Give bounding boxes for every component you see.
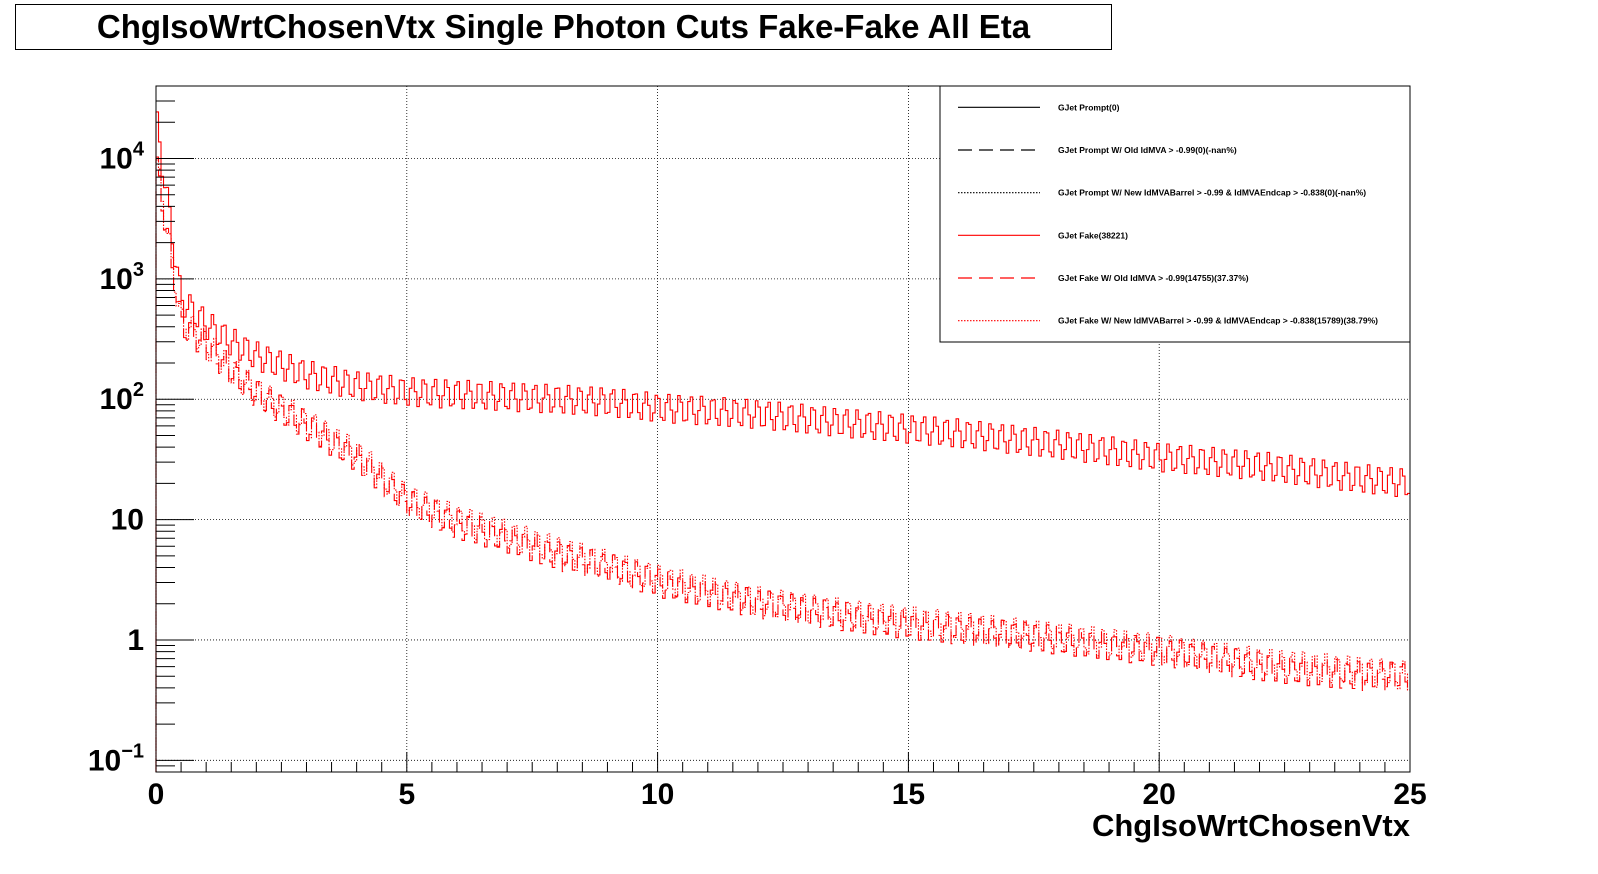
y-tick-base: 10: [111, 504, 144, 537]
y-tick-base: 10: [100, 142, 133, 175]
x-tick-label: 5: [398, 778, 415, 811]
y-tick-label: 10−1: [88, 740, 144, 777]
x-tick-label: 15: [892, 778, 925, 811]
legend-entry-1: GJet Prompt(0): [1058, 102, 1120, 112]
x-tick-label: 20: [1143, 778, 1176, 811]
chart-title-box: ChgIsoWrtChosenVtx Single Photon Cuts Fa…: [15, 4, 1112, 50]
series-layer: [155, 111, 1410, 772]
y-tick-exponent: 3: [133, 259, 144, 281]
legend-box: [939, 85, 1411, 343]
x-tick-label: 25: [1393, 778, 1426, 811]
x-axis-title: ChgIsoWrtChosenVtx: [1092, 808, 1411, 843]
y-tick-exponent: 2: [133, 379, 144, 401]
y-tick-exponent: −1: [121, 740, 144, 762]
x-tick-label: 10: [641, 778, 674, 811]
series-line-5: [155, 156, 1410, 772]
y-tick-base: 10: [100, 383, 133, 416]
y-tick-label: 103: [100, 259, 145, 296]
y-tick-label: 102: [100, 379, 145, 416]
legend-entry-6: GJet Fake W/ New IdMVABarrel > -0.99 & I…: [1058, 316, 1378, 326]
legend-entry-4: GJet Fake(38221): [1058, 230, 1128, 240]
y-tick-label: 104: [100, 138, 145, 175]
legend-entry-5: GJet Fake W/ Old IdMVA > -0.99(14755)(37…: [1058, 273, 1249, 283]
chart-title: ChgIsoWrtChosenVtx Single Photon Cuts Fa…: [96, 8, 1031, 45]
y-tick-exponent: 4: [133, 138, 145, 160]
legend: GJet Prompt(0) GJet Prompt W/ Old IdMVA >…: [939, 85, 1411, 343]
x-tick-label: 0: [148, 778, 165, 811]
legend-entry-2: GJet Prompt W/ Old IdMVA > -0.99(0)(-nan…: [1058, 145, 1237, 155]
series-line-6: [155, 159, 1410, 772]
y-tick-label: 10: [111, 504, 144, 537]
y-tick-base: 10: [88, 744, 121, 777]
y-tick-base: 10: [100, 263, 133, 296]
series-line-4: [155, 111, 1410, 772]
legend-entry-3: GJet Prompt W/ New IdMVABarrel > -0.99 &…: [1058, 188, 1366, 198]
y-tick-label: 1: [127, 624, 144, 657]
y-tick-base: 1: [127, 624, 144, 657]
